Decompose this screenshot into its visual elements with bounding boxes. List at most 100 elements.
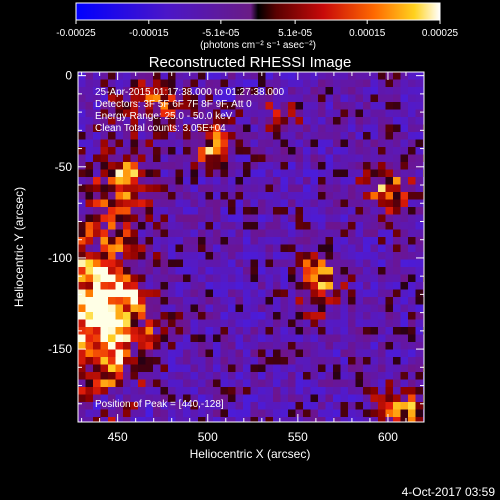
heatmap-cell: [348, 267, 356, 275]
heatmap-cell: [415, 117, 424, 125]
heatmap-cell: [273, 79, 281, 88]
heatmap-cell: [168, 244, 176, 253]
heatmap-cell: [333, 364, 341, 373]
heatmap-cell: [93, 222, 101, 230]
heatmap-cell: [288, 117, 296, 125]
heatmap-cell: [258, 94, 266, 103]
heatmap-cell: [130, 364, 139, 373]
heatmap-cell: [378, 222, 386, 230]
heatmap-cell: [205, 379, 214, 388]
heatmap-cell: [168, 139, 176, 148]
heatmap-cell: [115, 259, 124, 268]
heatmap-cell: [288, 154, 296, 163]
heatmap-cell: [213, 139, 221, 148]
heatmap-cell: [243, 274, 251, 283]
heatmap-cell: [325, 244, 334, 253]
heatmap-cell: [273, 244, 281, 253]
heatmap-cell: [235, 147, 244, 155]
heatmap-cell: [355, 132, 364, 140]
heatmap-cell: [415, 267, 424, 275]
heatmap-cell: [408, 402, 416, 410]
heatmap-cell: [183, 342, 191, 350]
heatmap-cell: [273, 184, 281, 193]
heatmap-cell: [115, 207, 124, 215]
heatmap-cell: [145, 289, 154, 298]
heatmap-cell: [265, 364, 274, 373]
heatmap-cell: [213, 124, 221, 133]
heatmap-cell: [408, 297, 416, 305]
heatmap-cell: [378, 87, 386, 95]
heatmap-cell: [340, 109, 349, 118]
heatmap-cell: [205, 387, 214, 395]
heatmap-cell: [93, 117, 101, 125]
heatmap-cell: [145, 334, 154, 343]
heatmap-cell: [318, 372, 326, 380]
heatmap-cell: [190, 177, 199, 185]
heatmap-cell: [168, 132, 176, 140]
heatmap-cell: [370, 289, 379, 298]
heatmap-cell: [198, 297, 206, 305]
heatmap-cell: [213, 117, 221, 125]
heatmap-cell: [408, 364, 416, 373]
heatmap-cell: [295, 199, 304, 208]
heatmap-cell: [258, 214, 266, 223]
heatmap-cell: [130, 139, 139, 148]
heatmap-cell: [370, 259, 379, 268]
heatmap-cell: [153, 327, 161, 335]
heatmap-cell: [378, 379, 386, 388]
heatmap-cell: [363, 342, 371, 350]
heatmap-cell: [333, 147, 341, 155]
heatmap-cell: [340, 79, 349, 88]
heatmap-cell: [408, 267, 416, 275]
heatmap-cell: [250, 237, 259, 245]
heatmap-cell: [303, 319, 311, 328]
heatmap-cell: [265, 244, 274, 253]
heatmap-cell: [325, 357, 334, 365]
heatmap-cell: [130, 147, 139, 155]
heatmap-cell: [280, 387, 289, 395]
heatmap-cell: [415, 409, 424, 418]
heatmap-cell: [130, 259, 139, 268]
heatmap-cell: [100, 102, 109, 110]
heatmap-cell: [348, 357, 356, 365]
heatmap-cell: [108, 192, 116, 200]
heatmap-cell: [213, 349, 221, 358]
heatmap-cell: [213, 267, 221, 275]
heatmap-cell: [228, 252, 236, 260]
heatmap-cell: [175, 387, 184, 395]
heatmap-cell: [213, 162, 221, 170]
heatmap-cell: [85, 379, 94, 388]
heatmap-cell: [228, 109, 236, 118]
heatmap-cell: [393, 252, 401, 260]
heatmap-cell: [273, 177, 281, 185]
heatmap-cell: [370, 132, 379, 140]
heatmap-cell: [265, 357, 274, 365]
heatmap-cell: [378, 94, 386, 103]
heatmap-cell: [258, 259, 266, 268]
heatmap-cell: [235, 139, 244, 148]
heatmap-cell: [145, 192, 154, 200]
heatmap-cell: [363, 229, 371, 238]
heatmap-cell: [235, 79, 244, 88]
heatmap-cell: [175, 409, 184, 418]
heatmap-cell: [288, 417, 296, 422]
heatmap-cell: [348, 124, 356, 133]
heatmap-cell: [258, 334, 266, 343]
heatmap-cell: [130, 199, 139, 208]
heatmap-cell: [415, 259, 424, 268]
heatmap-cell: [153, 72, 161, 80]
heatmap-cell: [393, 282, 401, 290]
heatmap-cell: [363, 184, 371, 193]
heatmap-cell: [220, 342, 229, 350]
heatmap-cell: [198, 259, 206, 268]
heatmap-cell: [393, 214, 401, 223]
heatmap-cell: [220, 364, 229, 373]
heatmap-cell: [205, 237, 214, 245]
heatmap-cell: [198, 94, 206, 103]
heatmap-cell: [138, 169, 146, 178]
heatmap-cell: [183, 244, 191, 253]
heatmap-cell: [250, 169, 259, 178]
heatmap-cell: [265, 87, 274, 95]
heatmap-cell: [243, 139, 251, 148]
